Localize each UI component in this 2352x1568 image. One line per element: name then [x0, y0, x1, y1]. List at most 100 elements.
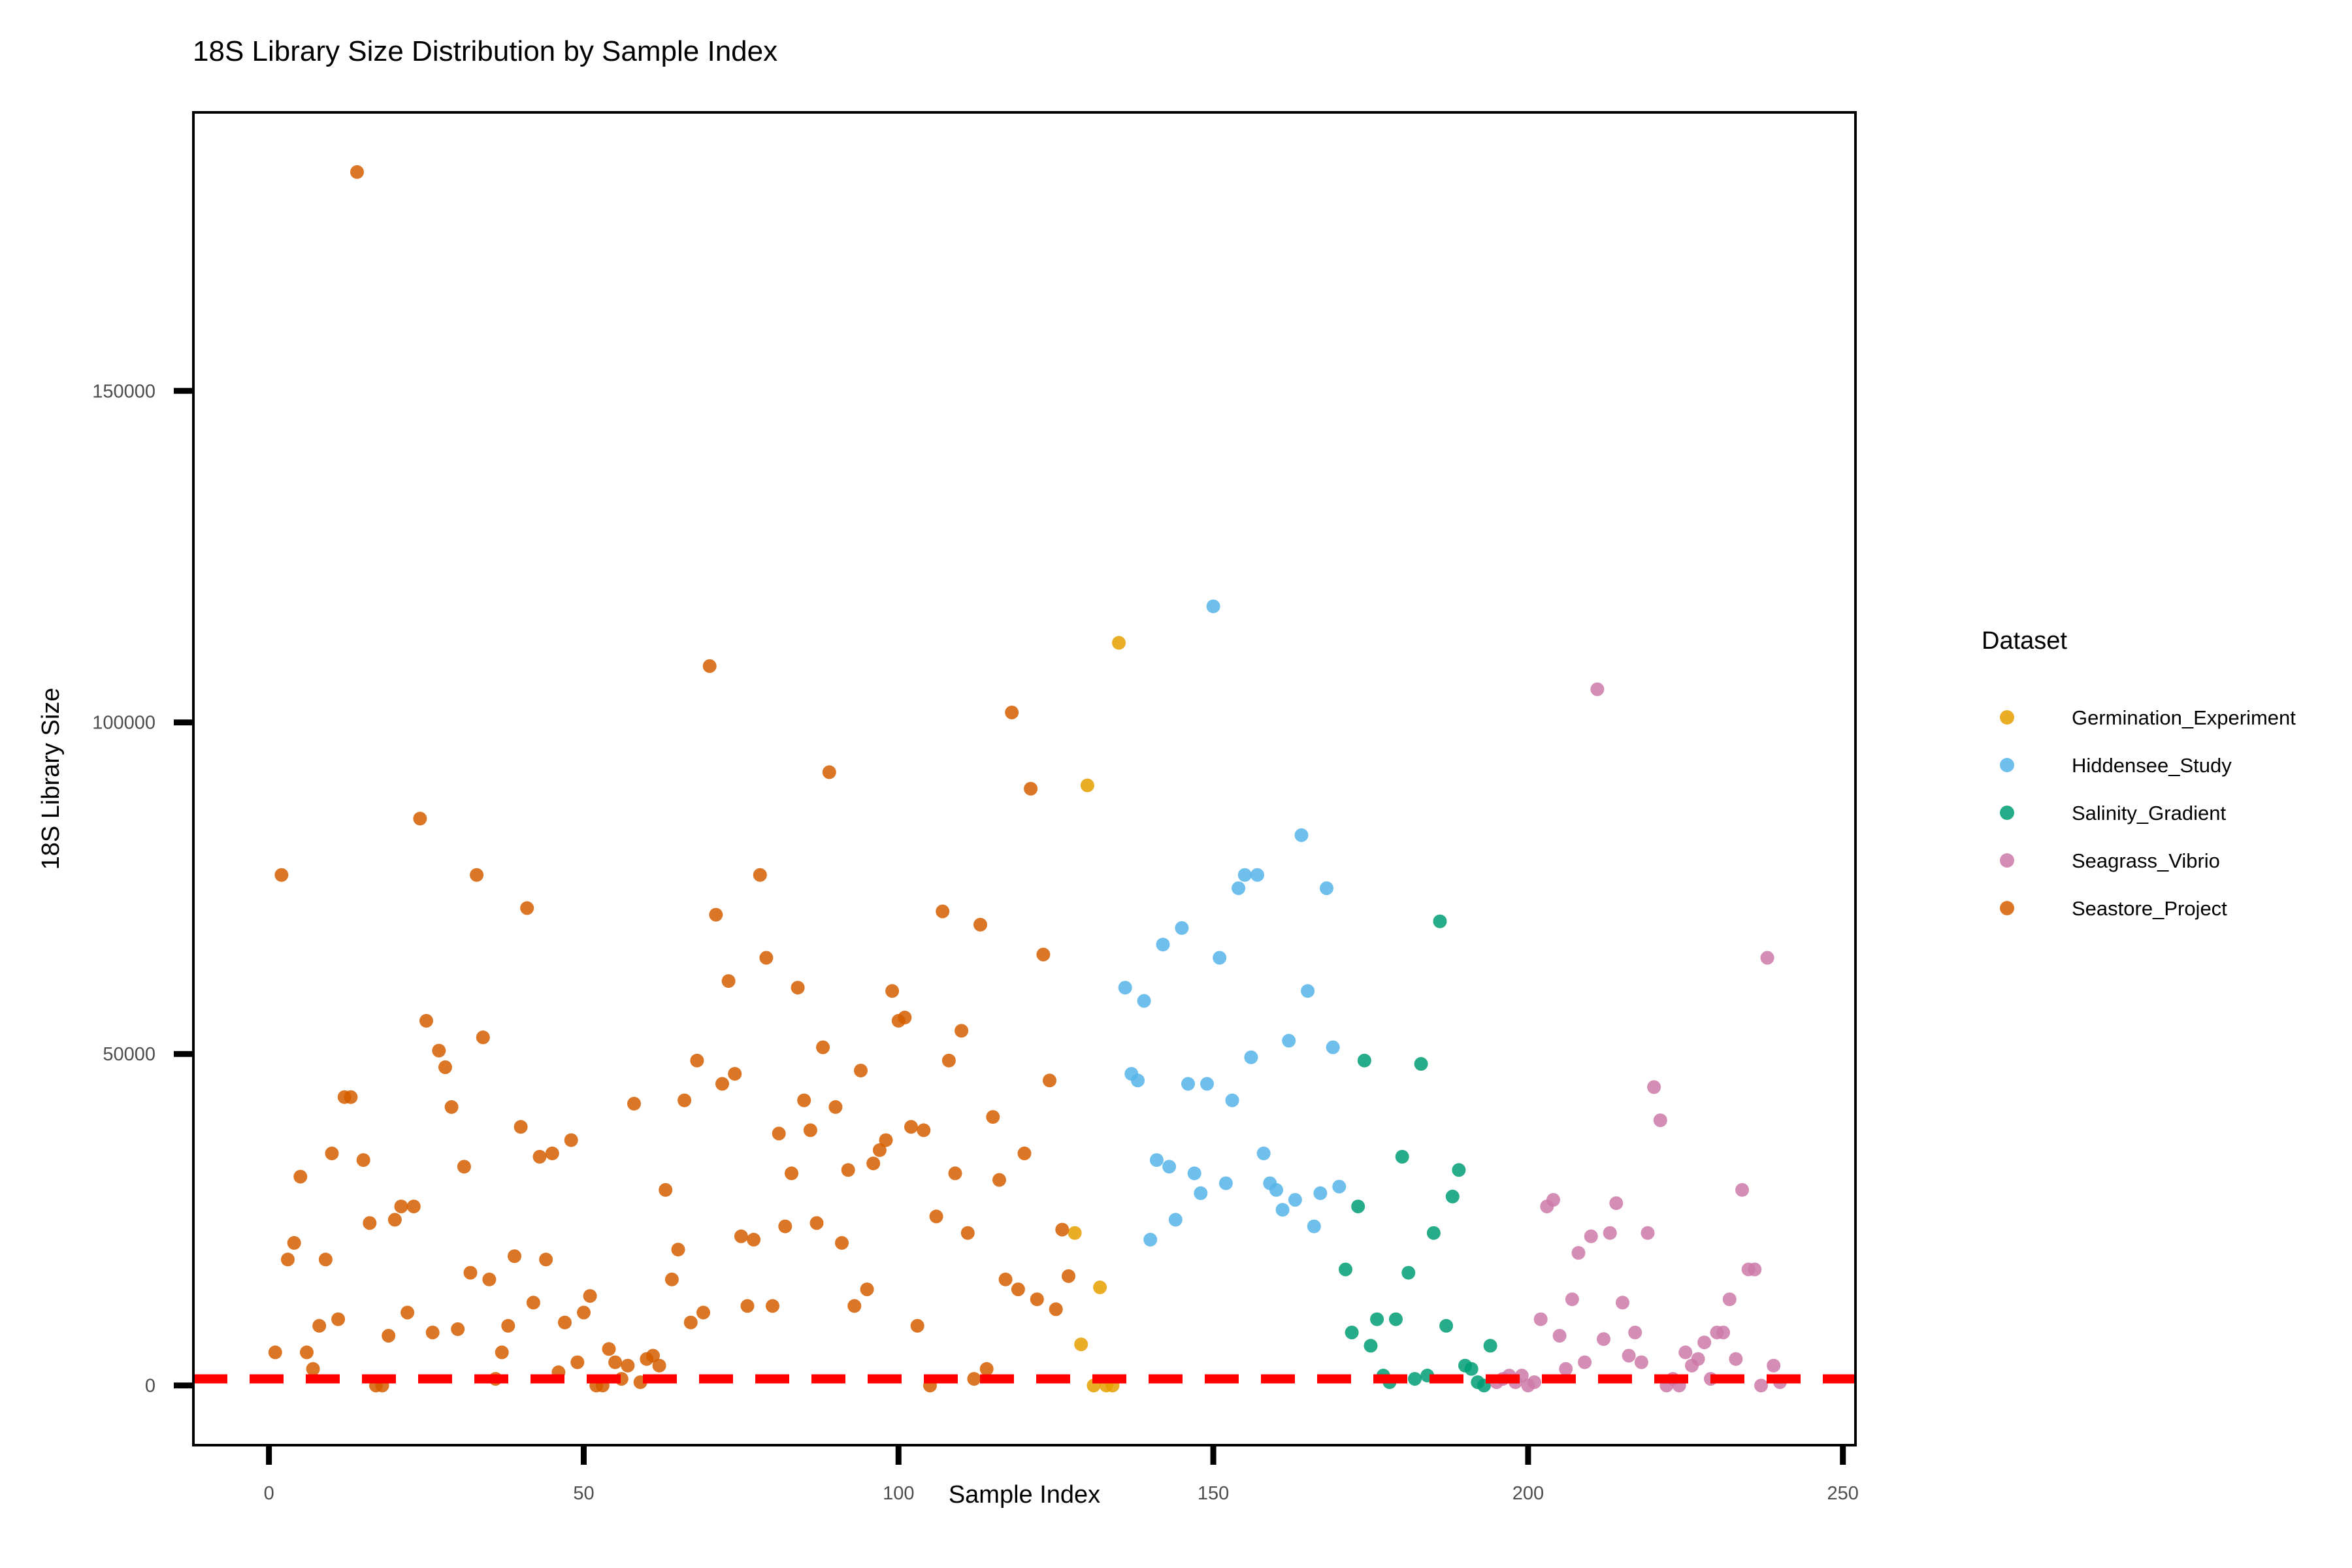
data-point — [936, 904, 950, 919]
data-point — [1206, 599, 1220, 613]
data-point — [1244, 1050, 1258, 1064]
y-tick-label: 50000 — [103, 1044, 155, 1065]
data-point — [274, 868, 289, 882]
data-point — [828, 1100, 843, 1114]
data-point — [532, 1150, 547, 1164]
data-point — [910, 1318, 924, 1333]
data-point — [1439, 1318, 1454, 1333]
data-point — [1552, 1329, 1567, 1343]
data-point — [476, 1030, 490, 1045]
y-axis: 0 50000 100000 150000 — [92, 381, 193, 1397]
data-point — [1149, 1153, 1164, 1168]
data-point — [885, 984, 900, 998]
data-point — [463, 1266, 478, 1280]
legend-swatch — [2000, 853, 2014, 868]
data-point — [1533, 1312, 1548, 1326]
data-point — [822, 765, 836, 779]
data-point — [300, 1345, 314, 1360]
data-point — [1345, 1326, 1359, 1339]
data-point — [621, 1358, 635, 1373]
data-point — [1559, 1362, 1573, 1376]
data-point — [293, 1169, 308, 1184]
data-point — [1546, 1193, 1560, 1207]
data-point — [1578, 1355, 1592, 1369]
chart-title: 18S Library Size Distribution by Sample … — [193, 35, 777, 67]
data-point — [1364, 1339, 1378, 1353]
x-tick-label: 250 — [1827, 1483, 1859, 1504]
data-point — [1294, 828, 1309, 842]
data-point — [1143, 1232, 1158, 1247]
data-point — [508, 1249, 521, 1264]
legend-label: Salinity_Gradient — [2072, 802, 2226, 825]
data-point — [1175, 921, 1189, 935]
data-point — [432, 1043, 446, 1058]
legend-items: Germination_Experiment Hiddensee_Study Sal… — [2000, 706, 2296, 920]
data-point — [683, 1315, 698, 1330]
data-point — [281, 1252, 295, 1267]
data-point — [545, 1146, 559, 1160]
plot-points — [268, 165, 1787, 1393]
data-point — [690, 1053, 704, 1068]
data-point — [520, 901, 534, 915]
data-point — [721, 974, 736, 988]
data-point — [306, 1362, 320, 1376]
data-point — [986, 1110, 1000, 1124]
data-point — [1250, 868, 1264, 882]
data-point — [879, 1133, 893, 1147]
data-point — [1187, 1166, 1201, 1181]
data-point — [1017, 1146, 1032, 1160]
data-point — [425, 1326, 440, 1339]
data-point — [702, 659, 717, 673]
legend-label: Seastore_Project — [2072, 897, 2227, 920]
data-point — [1011, 1282, 1025, 1296]
data-point — [1464, 1362, 1478, 1376]
data-point — [835, 1235, 849, 1250]
data-point — [1218, 1176, 1233, 1190]
data-point — [992, 1173, 1006, 1187]
data-point — [325, 1146, 339, 1160]
data-point — [419, 1013, 433, 1028]
data-point — [1194, 1186, 1208, 1200]
data-point — [816, 1040, 830, 1054]
data-point — [866, 1156, 881, 1171]
data-point — [847, 1299, 862, 1313]
data-point — [709, 907, 723, 922]
data-point — [917, 1123, 931, 1137]
data-point — [363, 1216, 377, 1230]
x-tick-label: 200 — [1512, 1483, 1544, 1504]
data-point — [1256, 1146, 1271, 1160]
data-point — [791, 981, 805, 995]
data-point — [1030, 1292, 1044, 1307]
data-point — [470, 868, 484, 882]
data-point — [1225, 1093, 1239, 1107]
data-point — [1357, 1053, 1371, 1068]
data-point — [740, 1299, 755, 1313]
data-point — [1137, 994, 1151, 1008]
data-point — [1445, 1189, 1460, 1203]
data-point — [1678, 1345, 1693, 1360]
x-tick-label: 50 — [573, 1483, 594, 1504]
data-point — [1634, 1355, 1648, 1369]
plot-area-frame — [192, 111, 1857, 1446]
data-point — [1571, 1246, 1586, 1260]
data-point — [678, 1093, 692, 1107]
data-point — [1628, 1326, 1642, 1339]
data-point — [1074, 1337, 1088, 1352]
data-point — [1408, 1372, 1422, 1386]
data-point — [1080, 778, 1094, 792]
legend: Dataset Germination_Experiment Hiddensee_… — [1982, 627, 2296, 920]
data-point — [1351, 1200, 1365, 1214]
data-point — [1748, 1262, 1762, 1277]
x-tick-label: 100 — [883, 1483, 914, 1504]
data-point — [1426, 1226, 1441, 1240]
data-point — [312, 1318, 327, 1333]
data-point — [387, 1213, 402, 1227]
data-point — [514, 1120, 528, 1134]
y-tick-label: 100000 — [92, 713, 155, 734]
data-point — [696, 1305, 710, 1320]
data-point — [608, 1355, 623, 1369]
data-point — [747, 1232, 761, 1247]
y-tick-label: 150000 — [92, 381, 155, 402]
y-tick-label: 0 — [145, 1376, 155, 1397]
